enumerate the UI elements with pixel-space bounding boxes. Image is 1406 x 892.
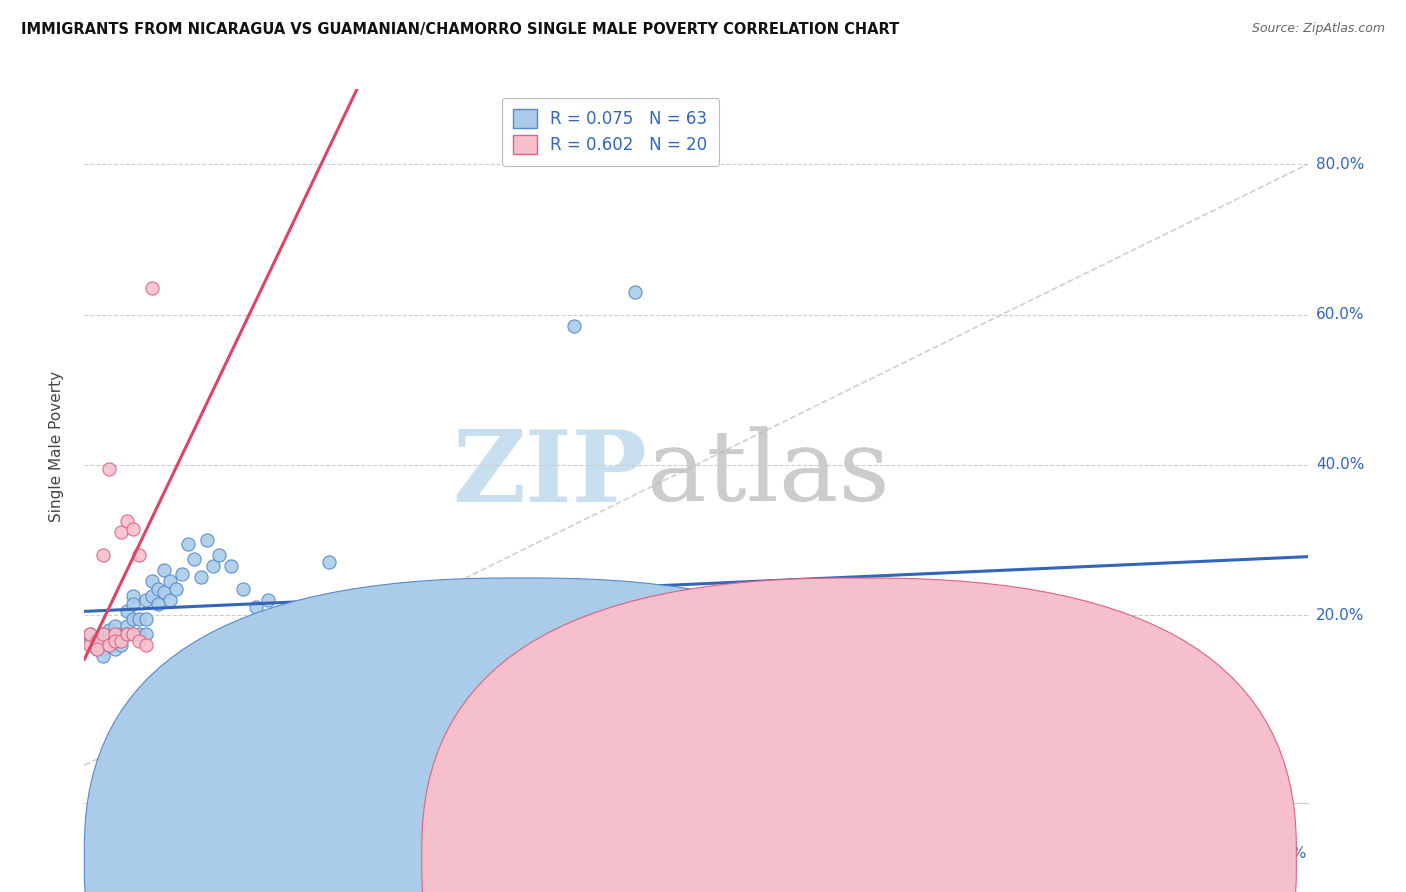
Point: [97, 623, 120, 637]
Point: [135, 627, 157, 641]
Text: 0.0%: 0.0%: [84, 846, 124, 861]
Point: [146, 582, 169, 596]
Point: [128, 627, 150, 641]
Point: [624, 285, 647, 299]
Text: 60.0%: 60.0%: [1316, 307, 1364, 322]
Text: Immigrants from Nicaragua: Immigrants from Nicaragua: [543, 852, 754, 866]
Text: Source: ZipAtlas.com: Source: ZipAtlas.com: [1251, 22, 1385, 36]
Point: [79, 627, 101, 641]
Point: [122, 597, 145, 611]
Point: [104, 641, 127, 656]
Point: [172, 566, 194, 581]
Point: [79, 634, 101, 648]
Point: [86, 641, 108, 656]
Point: [141, 281, 163, 295]
Point: [153, 563, 176, 577]
Point: [929, 668, 952, 682]
Point: [471, 627, 494, 641]
Point: [165, 582, 187, 596]
Point: [91, 634, 114, 648]
Point: [110, 627, 132, 641]
Point: [97, 631, 120, 645]
Y-axis label: Single Male Poverty: Single Male Poverty: [49, 370, 63, 522]
Point: [232, 582, 254, 596]
Point: [115, 627, 138, 641]
Point: [219, 559, 242, 574]
Point: [104, 634, 127, 648]
Point: [97, 638, 120, 652]
Point: [104, 634, 127, 648]
Point: [195, 533, 218, 547]
Point: [97, 461, 120, 475]
Point: [128, 634, 150, 648]
Text: Guamanians/Chamorros: Guamanians/Chamorros: [880, 852, 1064, 866]
Point: [747, 627, 769, 641]
Point: [104, 627, 127, 641]
Point: [318, 556, 340, 570]
Point: [110, 631, 132, 645]
Point: [190, 570, 212, 584]
Point: [97, 638, 120, 652]
Point: [562, 318, 585, 333]
Point: [141, 574, 163, 589]
Point: [122, 522, 145, 536]
Point: [104, 627, 127, 641]
Text: 20.0%: 20.0%: [1316, 607, 1364, 623]
Point: [115, 604, 138, 618]
Point: [86, 631, 108, 645]
Point: [183, 551, 205, 566]
Point: [440, 627, 463, 641]
Point: [110, 634, 132, 648]
Text: IMMIGRANTS FROM NICARAGUA VS GUAMANIAN/CHAMORRO SINGLE MALE POVERTY CORRELATION : IMMIGRANTS FROM NICARAGUA VS GUAMANIAN/C…: [21, 22, 900, 37]
Point: [159, 574, 181, 589]
Point: [208, 548, 231, 562]
Text: atlas: atlas: [647, 426, 890, 523]
Point: [409, 619, 432, 633]
Point: [86, 634, 108, 648]
Point: [79, 638, 101, 652]
Point: [115, 514, 138, 528]
Point: [122, 612, 145, 626]
Point: [91, 627, 114, 641]
Point: [104, 619, 127, 633]
Point: [245, 600, 267, 615]
Point: [159, 593, 181, 607]
Point: [128, 612, 150, 626]
Point: [91, 548, 114, 562]
Point: [146, 597, 169, 611]
Point: [91, 627, 114, 641]
Point: [91, 641, 114, 656]
Point: [86, 638, 108, 652]
Legend: R = 0.075   N = 63, R = 0.602   N = 20: R = 0.075 N = 63, R = 0.602 N = 20: [502, 97, 718, 166]
Text: 20.0%: 20.0%: [1260, 846, 1308, 861]
Point: [115, 627, 138, 641]
Point: [122, 589, 145, 603]
Point: [177, 536, 200, 550]
Point: [531, 593, 554, 607]
Point: [153, 585, 176, 599]
Point: [128, 548, 150, 562]
Text: ZIP: ZIP: [453, 426, 647, 523]
Point: [122, 627, 145, 641]
Point: [135, 593, 157, 607]
Point: [79, 627, 101, 641]
Point: [110, 638, 132, 652]
Point: [135, 612, 157, 626]
Point: [86, 641, 108, 656]
Point: [135, 638, 157, 652]
Point: [685, 619, 707, 633]
Point: [380, 612, 402, 626]
Point: [110, 525, 132, 540]
Point: [91, 649, 114, 664]
Point: [141, 589, 163, 603]
Text: 40.0%: 40.0%: [1316, 458, 1364, 472]
Point: [1143, 687, 1166, 701]
Text: 80.0%: 80.0%: [1316, 157, 1364, 172]
Point: [201, 559, 224, 574]
Point: [257, 593, 280, 607]
Point: [115, 619, 138, 633]
Point: [287, 612, 309, 626]
